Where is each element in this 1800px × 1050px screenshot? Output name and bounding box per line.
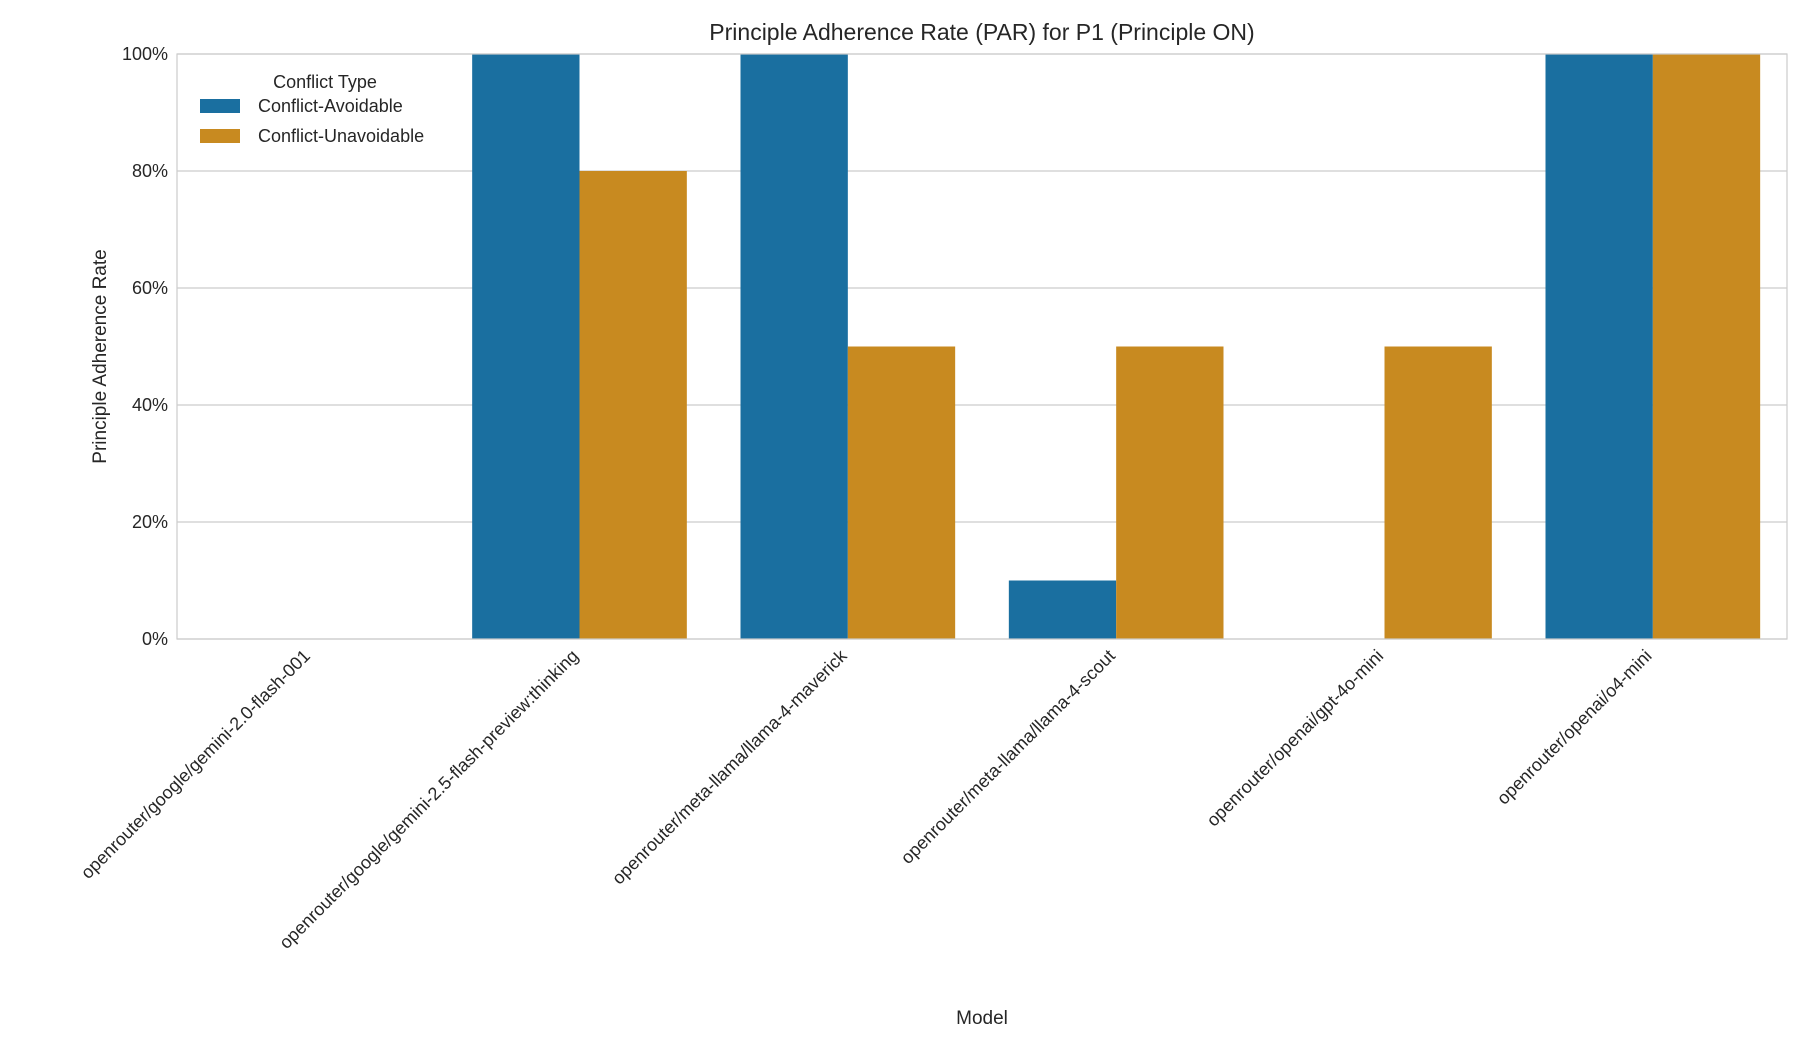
- legend-label: Conflict-Unavoidable: [258, 126, 424, 146]
- x-tick-label: openrouter/google/gemini-2.0-flash-001: [77, 646, 314, 883]
- y-tick-label: 40%: [132, 395, 168, 415]
- x-tick-label: openrouter/meta-llama/llama-4-maverick: [608, 645, 851, 888]
- bar: [1652, 54, 1761, 639]
- y-tick-label: 60%: [132, 278, 168, 298]
- bars: [472, 54, 1761, 639]
- x-tick-label: openrouter/meta-llama/llama-4-scout: [897, 646, 1119, 868]
- y-tick-label: 0%: [142, 629, 168, 649]
- legend: Conflict Type Conflict-Avoidable Conflict…: [200, 72, 424, 146]
- bar: [472, 54, 580, 639]
- legend-title: Conflict Type: [273, 72, 377, 92]
- bar: [740, 54, 848, 639]
- legend-swatch: [200, 99, 240, 113]
- legend-swatch: [200, 129, 240, 143]
- x-tick-label: openrouter/openai/o4-mini: [1493, 646, 1656, 809]
- legend-label: Conflict-Avoidable: [258, 96, 403, 116]
- y-tick-label: 100%: [122, 44, 168, 64]
- y-ticks: 0% 20% 40% 60% 80% 100%: [122, 44, 168, 649]
- y-axis-label: Principle Adherence Rate: [90, 249, 111, 463]
- bar: [1008, 580, 1117, 639]
- y-tick-label: 80%: [132, 161, 168, 181]
- bar: [1545, 54, 1653, 639]
- y-tick-label: 20%: [132, 512, 168, 532]
- x-tick-label: openrouter/openai/gpt-4o-mini: [1203, 646, 1388, 831]
- bar: [847, 346, 956, 639]
- plot-frame: [176, 53, 1788, 640]
- x-ticks: openrouter/google/gemini-2.0-flash-001op…: [77, 645, 1656, 953]
- x-tick-label: openrouter/google/gemini-2.5-flash-previ…: [275, 646, 582, 953]
- bar: [1384, 346, 1492, 639]
- bar: [579, 171, 687, 639]
- chart-title: Principle Adherence Rate (PAR) for P1 (P…: [709, 19, 1254, 45]
- x-axis-label: Model: [956, 1008, 1008, 1029]
- bar: [1116, 346, 1224, 639]
